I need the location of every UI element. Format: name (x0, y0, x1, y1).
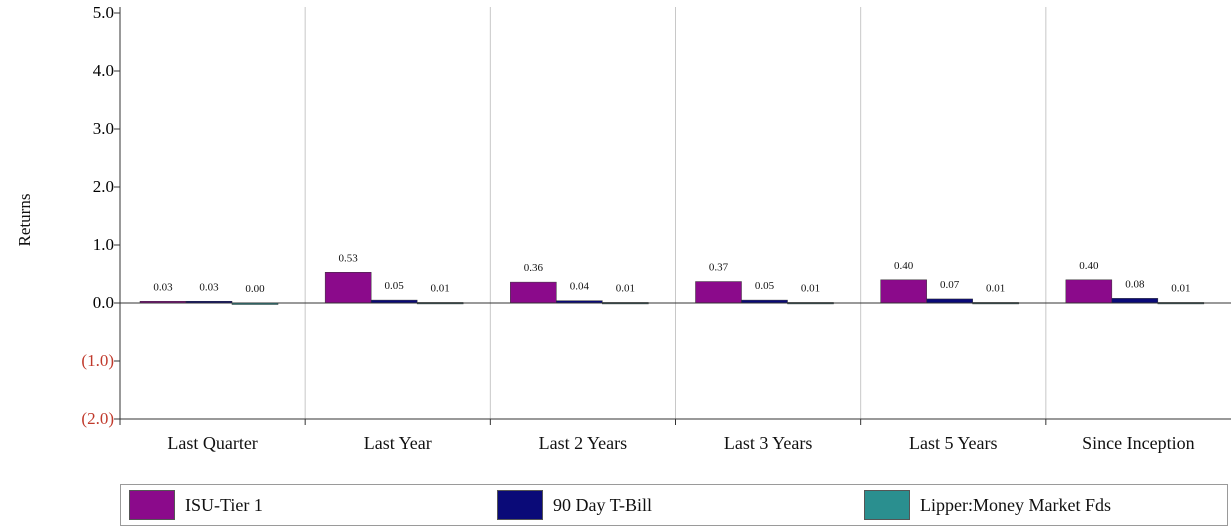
y-tick-label: 4.0 (93, 61, 114, 80)
x-tick-label: Last Year (364, 433, 432, 453)
category-separators (304, 7, 1047, 419)
legend-item-isu-tier-1: ISU-Tier 1 (129, 490, 263, 520)
y-axis-label: Returns (15, 194, 34, 247)
data-label: 0.05 (385, 280, 405, 292)
legend: ISU-Tier 1 90 Day T-Bill Lipper:Money Ma… (120, 484, 1228, 526)
legend-label: 90 Day T-Bill (553, 494, 653, 515)
legend-item-90-day-t-bill: 90 Day T-Bill (497, 490, 652, 520)
data-labels: 0.03 0.03 0.00 0.53 0.05 0.01 0.36 0.04 0.01 0.37… (153, 252, 1190, 295)
bar (880, 279, 927, 304)
legend-label: Lipper:Money Market Fds (920, 494, 1111, 515)
data-label: 0.40 (1079, 260, 1099, 272)
y-tick-label: 3.0 (93, 119, 114, 138)
bar (926, 298, 973, 304)
data-label: 0.00 (245, 283, 265, 295)
bar-chart: 0.03 0.03 0.00 0.53 0.05 0.01 0.36 0.04 0.01 0.37… (15, 3, 1231, 453)
data-label: 0.08 (1125, 278, 1145, 290)
data-label: 0.05 (755, 280, 775, 292)
y-tick-label: 0.0 (93, 293, 114, 312)
y-tick-label: (2.0) (81, 409, 114, 428)
bar (324, 272, 372, 304)
axes: 5.0 4.0 3.0 2.0 1.0 0.0 (1.0) (2.0) Last Quarter… (81, 3, 1231, 453)
data-label: 0.37 (709, 262, 729, 274)
data-label: 0.53 (339, 252, 359, 264)
x-tick-label: Last 5 Years (909, 433, 998, 453)
data-label: 0.36 (524, 262, 544, 274)
bar (1111, 298, 1159, 304)
x-tick-label: Last 3 Years (724, 433, 813, 453)
y-tick-label: (1.0) (81, 351, 114, 370)
legend-swatch (497, 490, 543, 520)
data-label: 0.01 (431, 282, 450, 294)
data-label: 0.03 (153, 281, 173, 293)
x-tick-label: Last 2 Years (539, 433, 628, 453)
x-tick-label: Since Inception (1082, 433, 1194, 453)
data-label: 0.01 (986, 282, 1005, 294)
bar (1065, 279, 1113, 304)
legend-swatch (129, 490, 175, 520)
y-tick-label: 2.0 (93, 177, 114, 196)
y-tick-label: 1.0 (93, 235, 114, 254)
legend-swatch (864, 490, 910, 520)
data-label: 0.40 (894, 260, 914, 272)
data-label: 0.01 (616, 282, 635, 294)
x-tick-label: Last Quarter (167, 433, 257, 453)
bar (510, 281, 557, 304)
data-label: 0.01 (801, 282, 820, 294)
bars (139, 272, 1205, 305)
bar (695, 281, 742, 304)
data-label: 0.07 (940, 279, 960, 291)
data-label: 0.03 (199, 281, 219, 293)
data-label: 0.01 (1171, 282, 1190, 294)
data-label: 0.04 (570, 281, 590, 293)
y-tick-label: 5.0 (93, 3, 114, 22)
legend-label: ISU-Tier 1 (185, 494, 263, 515)
legend-item-lipper-money-market-fds: Lipper:Money Market Fds (864, 490, 1111, 520)
